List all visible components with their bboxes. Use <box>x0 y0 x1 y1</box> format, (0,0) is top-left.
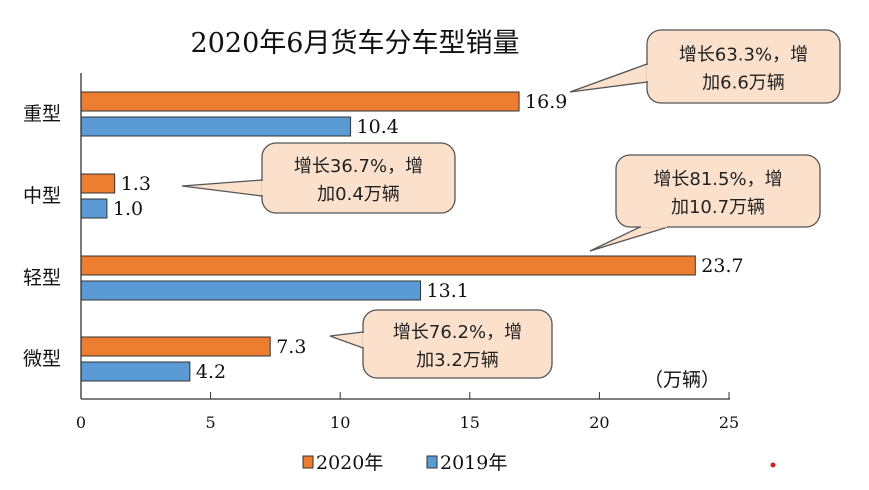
bar <box>80 116 352 137</box>
callout-text: 增长36.7%，增 <box>294 156 423 177</box>
callout: 增长63.3%，增加6.6万辆 <box>569 29 841 104</box>
callout-joint <box>646 65 650 81</box>
bar <box>80 361 191 382</box>
bar <box>80 173 116 194</box>
data-label: 10.4 <box>357 116 399 138</box>
category-label: 中型 <box>23 185 61 207</box>
bar <box>80 255 696 276</box>
x-tick-label: 0 <box>76 413 86 432</box>
bar <box>80 280 422 301</box>
x-tick-label: 25 <box>719 413 739 432</box>
legend-label: 2019年 <box>440 452 507 474</box>
x-tick-label: 15 <box>460 413 480 432</box>
bar <box>80 91 520 112</box>
x-tick-label: 5 <box>206 413 216 432</box>
callout-tail <box>569 63 648 93</box>
callout: 增长76.2%，增加3.2万辆 <box>329 309 553 379</box>
data-label: 1.3 <box>121 173 151 195</box>
callout-text: 加0.4万辆 <box>317 184 400 205</box>
callout-text: 加3.2万辆 <box>416 350 499 371</box>
callout-text: 增长81.5%，增 <box>653 169 782 190</box>
callout-box <box>615 154 821 228</box>
bar <box>80 336 271 357</box>
category-label: 微型 <box>23 348 61 370</box>
data-label: 1.0 <box>113 198 143 220</box>
callout-text: 加10.7万辆 <box>671 197 765 218</box>
callout-box <box>261 142 456 214</box>
legend-swatch <box>426 455 438 469</box>
data-label: 16.9 <box>525 91 567 113</box>
data-label: 13.1 <box>427 280 469 302</box>
unit-label: （万辆） <box>644 369 720 391</box>
red-dot <box>770 462 776 468</box>
callout-tail <box>329 331 364 349</box>
data-label: 4.2 <box>196 361 226 383</box>
callout-joint <box>362 333 366 347</box>
data-label: 7.3 <box>276 336 306 358</box>
callout-joint <box>641 224 667 228</box>
callout-tail <box>589 226 669 252</box>
callout-text: 加6.6万辆 <box>702 73 785 94</box>
bar <box>80 198 108 219</box>
callout-text: 增长76.2%，增 <box>393 322 522 343</box>
legend-label: 2020年 <box>316 452 383 474</box>
x-tick-label: 10 <box>330 413 350 432</box>
callout-joint <box>261 181 265 195</box>
category-label: 轻型 <box>23 267 61 289</box>
callout: 增长36.7%，增加0.4万辆 <box>181 142 456 214</box>
callout-tail <box>181 179 263 197</box>
chart-title: 2020年6月货车分车型销量 <box>191 28 520 59</box>
legend-swatch <box>302 455 314 469</box>
data-label: 23.7 <box>701 255 743 277</box>
category-label: 重型 <box>23 103 61 125</box>
x-tick-label: 20 <box>589 413 609 432</box>
callout-text: 增长63.3%，增 <box>679 45 808 66</box>
